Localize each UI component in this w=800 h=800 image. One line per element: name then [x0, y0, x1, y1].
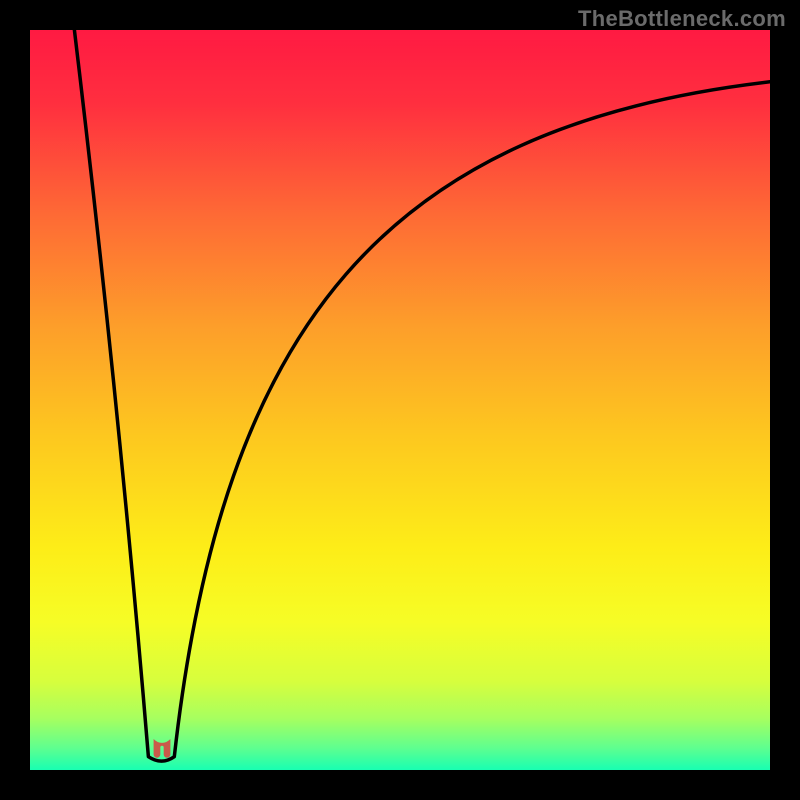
watermark-text: TheBottleneck.com — [578, 6, 786, 32]
curve-svg — [30, 30, 770, 770]
canvas: TheBottleneck.com — [0, 0, 800, 800]
dip-marker-shape — [153, 739, 170, 758]
bottleneck-curve — [74, 30, 770, 761]
dip-marker — [148, 739, 176, 767]
plot-area — [30, 30, 770, 770]
